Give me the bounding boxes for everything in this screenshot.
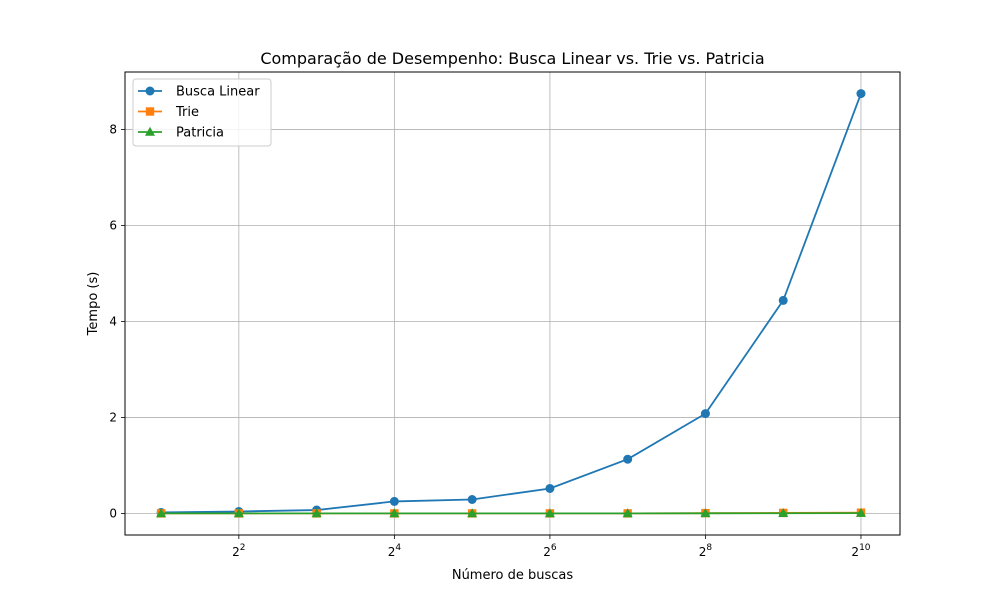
y-tick-label: 4 <box>109 314 117 328</box>
data-point <box>389 508 400 518</box>
x-tick-exponent: 6 <box>551 543 557 553</box>
y-axis-label: Tempo (s) <box>86 272 101 337</box>
plot-frame <box>124 71 901 536</box>
data-point <box>700 508 711 518</box>
data-point <box>778 508 789 518</box>
legend-item: Patricia <box>138 126 224 141</box>
x-tick-base: 2 <box>851 545 859 559</box>
x-tick-label: 210 <box>851 543 870 559</box>
x-tick-base: 2 <box>699 545 707 559</box>
data-point <box>467 494 477 504</box>
x-tick-exponent: 8 <box>706 543 712 553</box>
legend-marker <box>145 126 155 136</box>
data-point <box>233 508 244 518</box>
data-point <box>545 483 555 493</box>
x-tick-base: 2 <box>388 545 396 559</box>
legend-marker <box>145 86 155 96</box>
x-tick-label: 28 <box>699 543 713 559</box>
x-tick-base: 2 <box>232 545 240 559</box>
y-tick-label: 0 <box>109 506 117 520</box>
legend-marker <box>145 107 155 116</box>
data-point <box>856 89 866 99</box>
chart-title: Comparação de Desempenho: Busca Linear v… <box>260 49 764 68</box>
legend-box <box>132 78 272 147</box>
data-point <box>544 508 555 518</box>
legend-label: Patricia <box>176 126 224 141</box>
legend-label: Busca Linear <box>176 85 260 100</box>
data-point <box>389 496 399 506</box>
data-point <box>855 507 866 517</box>
x-tick-exponent: 4 <box>395 543 401 553</box>
series-layer <box>156 89 866 518</box>
legend-item: Busca Linear <box>138 85 260 100</box>
x-axis-ticks: 22 24 26 28 210 <box>232 535 871 559</box>
y-axis-ticks: 0 2 4 6 8 <box>109 123 125 520</box>
data-point <box>700 409 710 419</box>
x-tick-label: 22 <box>232 543 245 559</box>
legend-item: Trie <box>138 105 199 120</box>
series-line <box>161 93 862 514</box>
legend-label: Trie <box>175 105 199 120</box>
x-tick-exponent: 10 <box>859 543 871 553</box>
data-point <box>622 508 633 518</box>
x-tick-label: 26 <box>543 543 557 559</box>
series-1 <box>156 89 866 517</box>
x-tick-label: 24 <box>388 543 402 559</box>
series-3 <box>156 507 866 518</box>
x-tick-base: 2 <box>543 545 551 559</box>
y-tick-label: 6 <box>109 219 117 233</box>
data-point <box>467 508 478 518</box>
legend: Busca Linear Trie Patricia <box>132 78 272 147</box>
data-point <box>311 508 322 518</box>
data-point <box>156 508 167 518</box>
x-tick-exponent: 2 <box>240 543 246 553</box>
data-point <box>778 295 788 305</box>
y-tick-label: 2 <box>109 410 117 424</box>
x-axis-label: Número de buscas <box>452 568 574 583</box>
y-tick-label: 8 <box>109 123 117 137</box>
data-point <box>623 454 633 464</box>
